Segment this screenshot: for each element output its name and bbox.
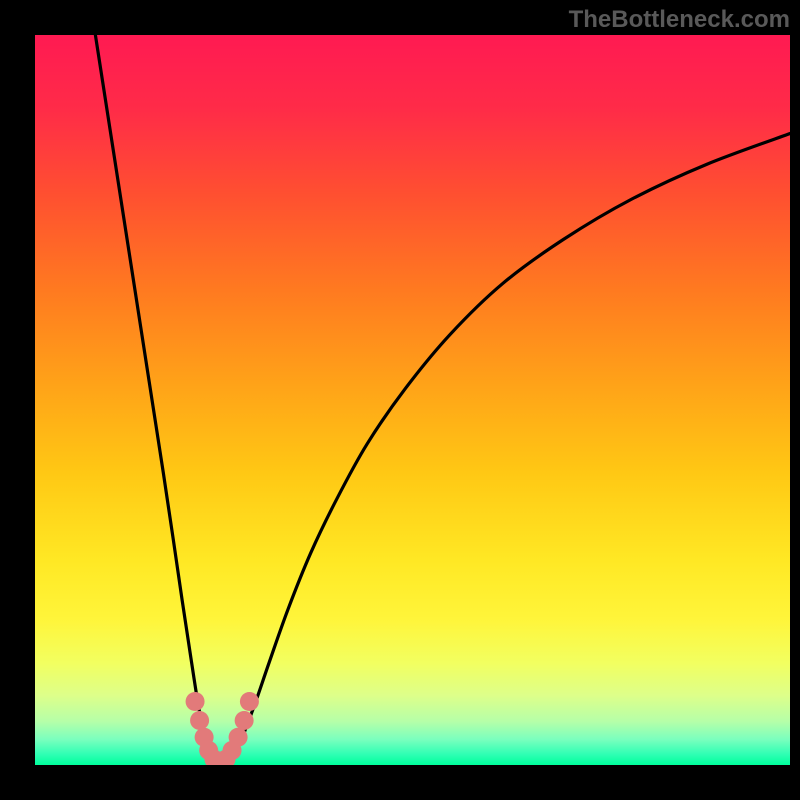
trough-marker	[186, 692, 205, 711]
chart-frame: TheBottleneck.com	[0, 0, 800, 800]
trough-marker	[229, 728, 248, 747]
trough-marker	[235, 711, 254, 730]
curve-left	[95, 35, 222, 765]
trough-marker	[190, 711, 209, 730]
watermark-text: TheBottleneck.com	[569, 6, 790, 34]
trough-marker	[240, 692, 259, 711]
chart-svg-layer	[0, 0, 800, 800]
curve-right	[222, 134, 790, 764]
